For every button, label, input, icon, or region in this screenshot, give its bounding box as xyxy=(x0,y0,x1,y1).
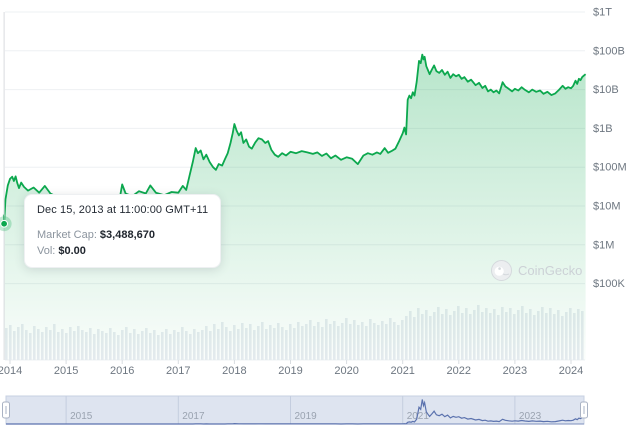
nav-axis-label: 2019 xyxy=(295,411,318,422)
nav-selected-range[interactable] xyxy=(5,395,585,425)
y-axis-label: $1M xyxy=(593,239,614,251)
y-axis-label: $1T xyxy=(593,7,612,19)
nav-axis-label: 2021 xyxy=(407,411,430,422)
coingecko-logo-icon xyxy=(491,260,512,281)
x-axis-label: 2022 xyxy=(447,365,471,377)
tooltip-date: Dec 15, 2013 at 11:00:00 GMT+11 xyxy=(37,204,209,216)
x-axis-label: 2020 xyxy=(334,365,358,377)
y-axis-label: $100K xyxy=(593,278,625,290)
tooltip-volume-value: $0.00 xyxy=(58,245,86,257)
y-axis-label: $10B xyxy=(593,84,619,96)
nav-axis-label: 2017 xyxy=(182,411,205,422)
nav-axis-label: 2015 xyxy=(70,411,93,422)
x-axis-label: 2023 xyxy=(503,365,527,377)
navigator[interactable]: 2015 2017 2019 2021 2023 xyxy=(0,385,640,437)
coingecko-watermark-text: CoinGecko xyxy=(518,263,583,278)
x-axis-label: 2015 xyxy=(54,365,78,377)
tooltip-volume-row: Vol: $0.00 xyxy=(37,243,208,259)
x-axis-label: 2018 xyxy=(222,365,246,377)
tooltip-market-cap-value: $3,488,670 xyxy=(99,229,155,241)
y-axis-label: $10M xyxy=(593,201,621,213)
main-chart[interactable]: $1T $100B $10B $1B $100M $10M $1M $100K 2014 2015… xyxy=(0,0,640,380)
tooltip-market-cap-label: Market Cap: xyxy=(37,229,97,241)
hover-marker[interactable] xyxy=(0,219,9,228)
x-axis-label: 2017 xyxy=(166,365,190,377)
chart-tooltip: Dec 15, 2013 at 11:00:00 GMT+11 Market C… xyxy=(24,194,222,268)
y-axis-label: $1B xyxy=(593,123,613,135)
x-axis-label: 2014 xyxy=(0,365,22,377)
y-axis-label: $100B xyxy=(593,45,625,57)
x-axis-label: 2021 xyxy=(390,365,414,377)
market-cap-area xyxy=(3,54,586,360)
y-axis-label: $100M xyxy=(593,162,627,174)
tooltip-volume-label: Vol: xyxy=(37,245,56,257)
tooltip-market-cap-row: Market Cap: $3,488,670 xyxy=(37,227,208,243)
nav-axis-label: 2023 xyxy=(519,411,542,422)
x-axis-label: 2016 xyxy=(110,365,134,377)
x-axis-label: 2024 xyxy=(559,365,583,377)
x-axis-label: 2019 xyxy=(278,365,302,377)
coingecko-watermark: CoinGecko xyxy=(491,260,582,281)
